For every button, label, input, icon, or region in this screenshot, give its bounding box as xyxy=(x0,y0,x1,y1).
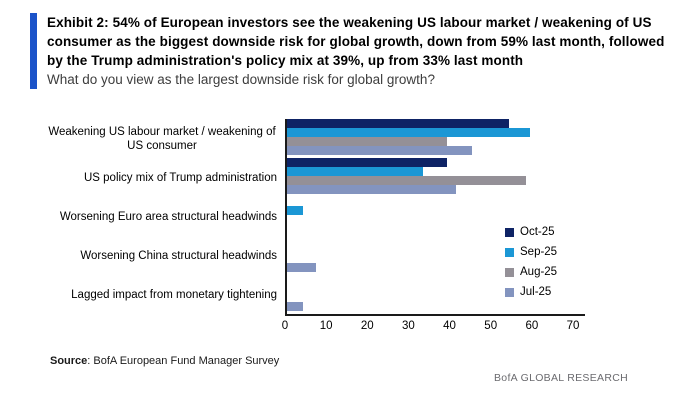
legend-label: Jul-25 xyxy=(520,286,552,298)
x-tick-label: 70 xyxy=(566,320,580,332)
legend-swatch xyxy=(505,267,514,277)
bars-cell xyxy=(285,236,585,275)
legend-item: Oct-25 xyxy=(505,222,557,242)
x-axis: 0 10 20 30 40 50 60 70 xyxy=(281,314,585,332)
chart-legend: Oct-25 Sep-25 Aug-25 Jul-25 xyxy=(505,222,557,302)
bars-cell xyxy=(285,197,585,236)
legend-label: Aug-25 xyxy=(520,266,558,278)
source-note: Source: BofA European Fund Manager Surve… xyxy=(50,355,279,367)
category-label: US policy mix of Trump administration xyxy=(83,171,277,184)
bars-cell xyxy=(285,158,585,197)
x-tick-label: 0 xyxy=(281,320,289,332)
bar-group: US policy mix of Trump administration xyxy=(30,158,650,197)
bar-jul-25 xyxy=(287,185,456,194)
bar-jul-25 xyxy=(287,302,304,311)
bar-group: Worsening Euro area structural headwinds xyxy=(30,197,650,236)
category-label-cell: Weakening US labour market / weakening o… xyxy=(30,119,285,158)
legend-swatch xyxy=(505,227,514,237)
category-label: Worsening China structural headwinds xyxy=(80,249,277,262)
bar-aug-25 xyxy=(287,176,526,185)
bar-group: Weakening US labour market / weakening o… xyxy=(30,119,650,158)
x-tick-label: 60 xyxy=(525,320,539,332)
category-label: Worsening Euro area structural headwinds xyxy=(59,210,277,223)
exhibit-subtitle: What do you view as the largest downside… xyxy=(47,72,435,87)
bar-sep-25 xyxy=(287,167,423,176)
bar-jul-25 xyxy=(287,263,316,272)
legend-swatch xyxy=(505,247,514,257)
legend-item: Aug-25 xyxy=(505,262,557,282)
legend-swatch xyxy=(505,287,514,297)
bar-oct-25 xyxy=(287,119,510,128)
category-label-cell: Worsening China structural headwinds xyxy=(30,236,285,275)
x-tick-label: 20 xyxy=(360,320,374,332)
legend-item: Jul-25 xyxy=(505,282,557,302)
category-label: Weakening US labour market / weakening o… xyxy=(48,125,276,152)
bar-sep-25 xyxy=(287,206,304,215)
category-label-cell: US policy mix of Trump administration xyxy=(30,158,285,197)
category-label-cell: Lagged impact from monetary tightening xyxy=(30,275,285,314)
x-tick-label: 50 xyxy=(484,320,498,332)
exhibit-title: Exhibit 2: 54% of European investors see… xyxy=(47,15,665,68)
x-tick-label: 10 xyxy=(319,320,333,332)
legend-label: Oct-25 xyxy=(520,226,555,238)
bar-oct-25 xyxy=(287,158,448,167)
x-tick-label: 40 xyxy=(443,320,456,332)
exhibit-header: Exhibit 2: 54% of European investors see… xyxy=(30,13,668,89)
source-label: Source xyxy=(50,355,88,367)
source-text: : BofA European Fund Manager Survey xyxy=(87,355,280,367)
x-tick-label: 30 xyxy=(402,320,415,332)
bar-sep-25 xyxy=(287,128,530,137)
bar-group: Lagged impact from monetary tightening xyxy=(30,275,650,314)
legend-item: Sep-25 xyxy=(505,242,557,262)
category-label: Lagged impact from monetary tightening xyxy=(71,288,277,301)
brand-line: BofA GLOBAL RESEARCH xyxy=(494,372,628,384)
bars-cell xyxy=(285,275,585,314)
bar-jul-25 xyxy=(287,146,473,155)
bars-cell xyxy=(285,119,585,158)
legend-label: Sep-25 xyxy=(520,246,558,258)
bar-aug-25 xyxy=(287,137,448,146)
category-label-cell: Worsening Euro area structural headwinds xyxy=(30,197,285,236)
bar-group: Worsening China structural headwinds xyxy=(30,236,650,275)
bar-chart-rows: Weakening US labour market / weakening o… xyxy=(30,119,650,314)
bar-chart: Weakening US labour market / weakening o… xyxy=(30,119,650,332)
